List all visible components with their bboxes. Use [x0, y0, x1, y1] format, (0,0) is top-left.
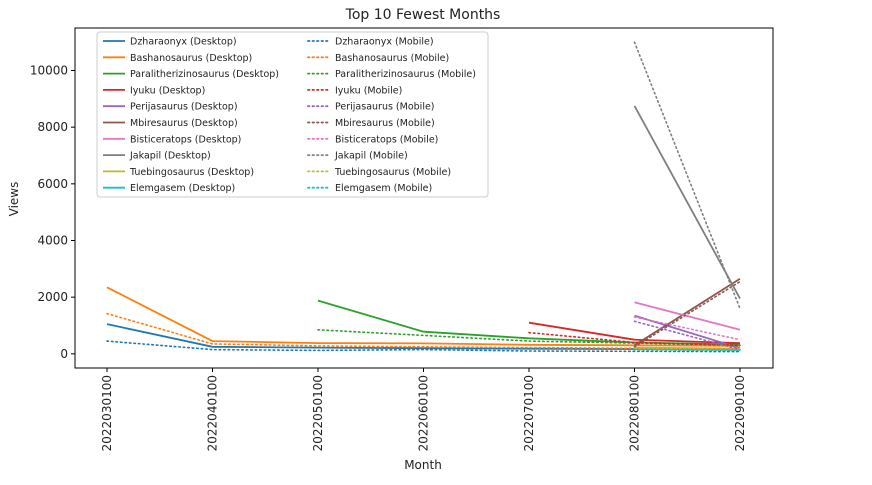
series-line	[633, 320, 741, 351]
legend-label: Elemgasem (Desktop)	[130, 183, 235, 194]
x-tick-label: 2022050100	[311, 375, 325, 451]
y-tick-label: 0	[60, 347, 68, 361]
legend-label: Mbiresaurus (Mobile)	[335, 118, 435, 129]
legend-label: Perijasaurus (Mobile)	[335, 102, 435, 113]
y-tick-label: 4000	[37, 234, 68, 248]
plot-frame	[74, 27, 774, 369]
series-line	[634, 278, 741, 347]
series-line	[633, 347, 741, 351]
legend-label: Paralitherizinosaurus (Desktop)	[130, 69, 279, 80]
series-line	[633, 348, 741, 352]
y-tick-label: 6000	[37, 177, 68, 191]
legend-label: Bashanosaurus (Desktop)	[130, 53, 252, 64]
legend-label: Dzharaonyx (Mobile)	[335, 37, 434, 48]
series-line	[317, 299, 741, 346]
legend: Dzharaonyx (Desktop) Bashanosaurus (Deskt…	[96, 31, 489, 198]
legend-label: Perijasaurus (Desktop)	[130, 102, 238, 113]
legend-label: Bisticeratops (Mobile)	[335, 134, 438, 145]
x-axis: 2022030100 2022040100 2022050100 2022060100…	[100, 368, 747, 451]
legend-label: Iyuku (Mobile)	[335, 85, 402, 96]
series-lines	[106, 41, 741, 353]
series-line	[106, 286, 741, 347]
series-line	[634, 301, 741, 331]
x-tick-label: 2022030100	[100, 375, 114, 451]
x-tick-label: 2022070100	[522, 375, 536, 451]
y-tick-label: 8000	[37, 120, 68, 134]
x-tick-label: 2022080100	[628, 375, 642, 451]
legend-label: Jakapil (Desktop)	[129, 151, 211, 162]
series-line	[633, 105, 741, 300]
x-tick-label: 2022040100	[206, 375, 220, 451]
legend-label: Bashanosaurus (Mobile)	[335, 53, 449, 64]
series-line	[106, 340, 741, 353]
legend-label: Tuebingosaurus (Mobile)	[334, 167, 451, 178]
legend-label: Paralitherizinosaurus (Mobile)	[335, 69, 476, 80]
legend-label: Mbiresaurus (Desktop)	[130, 118, 238, 129]
legend-label: Bisticeratops (Desktop)	[130, 134, 241, 145]
series-line	[633, 316, 741, 341]
chart-title: Top 10 Fewest Months	[345, 7, 501, 23]
legend-label: Jakapil (Mobile)	[334, 151, 408, 162]
legend-label: Dzharaonyx (Desktop)	[130, 37, 237, 48]
y-axis: 0 2000 4000 6000 8000 10000	[30, 64, 75, 361]
y-tick-label: 10000	[30, 64, 68, 78]
y-tick-label: 2000	[37, 290, 68, 304]
legend-label: Iyuku (Desktop)	[130, 85, 205, 96]
series-line	[528, 321, 741, 344]
series-line	[633, 280, 741, 348]
legend-label: Elemgasem (Mobile)	[335, 183, 432, 194]
legend-label: Tuebingosaurus (Desktop)	[129, 167, 254, 178]
x-tick-label: 2022060100	[417, 375, 431, 451]
series-line	[633, 41, 741, 310]
x-axis-label: Month	[404, 458, 442, 472]
y-axis-label: Views	[7, 182, 21, 217]
legend-box	[96, 31, 489, 198]
series-line	[528, 331, 741, 347]
x-tick-label: 2022090100	[733, 375, 747, 451]
